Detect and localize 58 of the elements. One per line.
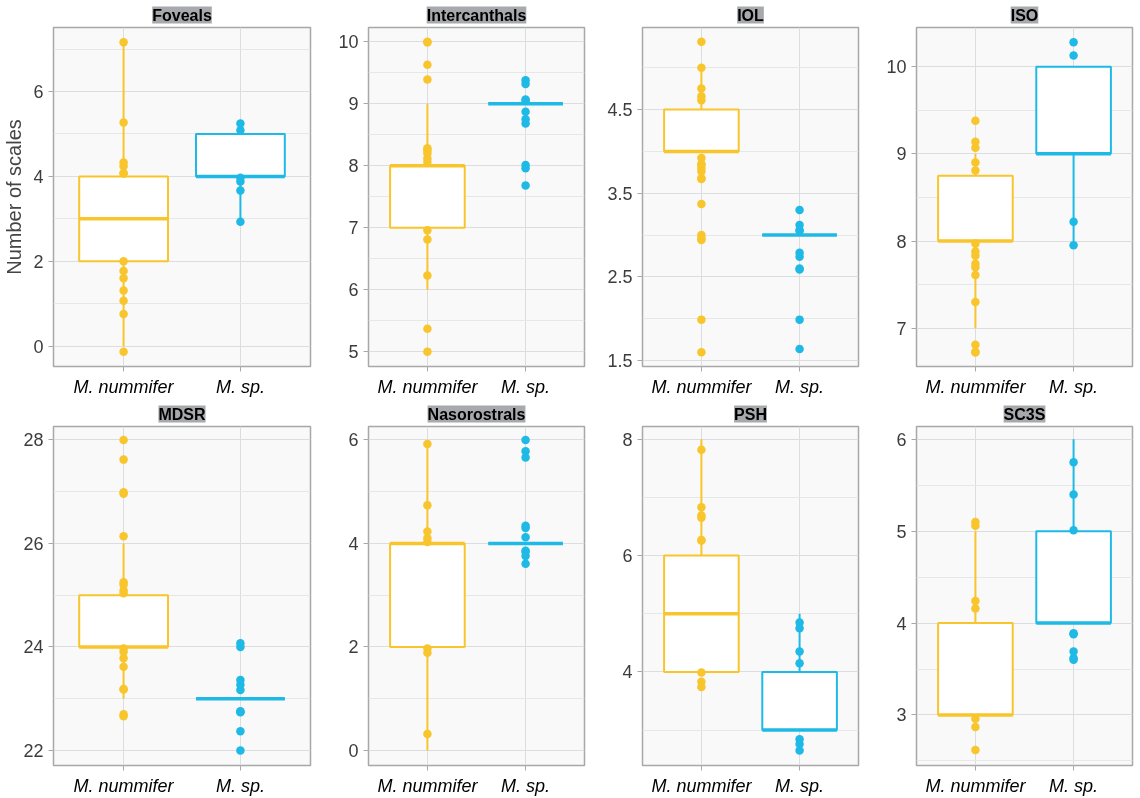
y-tick-label: 2 xyxy=(33,251,44,272)
y-tick-label: 4 xyxy=(33,166,44,187)
y-tick-label: 4.5 xyxy=(607,100,633,121)
y-tick-label: 6 xyxy=(896,429,907,450)
chart-title: Intercanthals xyxy=(426,6,527,24)
y-tick-label: 1.5 xyxy=(607,351,633,372)
chart-title: MDSR xyxy=(158,405,206,423)
chart-title: IOL xyxy=(737,6,765,24)
y-tick-label: 4 xyxy=(896,613,907,634)
y-tick-label: 9 xyxy=(896,144,907,165)
x-tick-label: M. nummifer xyxy=(73,376,175,397)
x-tick-label: M. nummifer xyxy=(651,775,753,796)
y-tick-label: 10 xyxy=(886,57,907,78)
x-tick-label: M. nummifer xyxy=(651,376,753,397)
y-tick-label: 6 xyxy=(348,280,359,301)
chart-title: Foveals xyxy=(152,6,212,24)
chart-title: ISO xyxy=(1010,6,1039,24)
x-tick-label: M. sp. xyxy=(501,376,551,397)
x-tick-label: M. sp. xyxy=(775,376,825,397)
x-tick-label: M. nummifer xyxy=(925,376,1027,397)
y-tick-label: 3 xyxy=(896,705,907,726)
y-tick-label: 4 xyxy=(622,662,633,683)
x-tick-label: M. sp. xyxy=(215,376,265,397)
x-tick-label: M. sp. xyxy=(1049,376,1099,397)
y-tick-label: 8 xyxy=(348,156,359,177)
y-tick-label: 3.5 xyxy=(607,183,633,204)
y-tick-label: 6 xyxy=(622,546,633,567)
y-tick-label: 0 xyxy=(33,336,44,357)
y-tick-label: 0 xyxy=(348,740,359,761)
y-tick-label: 10 xyxy=(338,32,359,53)
x-tick-label: M. sp. xyxy=(775,775,825,796)
x-tick-label: M. sp. xyxy=(1049,775,1099,796)
y-tick-label: 7 xyxy=(896,318,907,339)
y-tick-label: 8 xyxy=(896,231,907,252)
chart-title: SC3S xyxy=(1003,405,1046,423)
y-tick-label: 2.5 xyxy=(607,267,633,288)
x-tick-label: M. sp. xyxy=(215,775,265,796)
y-tick-label: 5 xyxy=(896,521,907,542)
y-tick-label: 2 xyxy=(348,637,359,658)
x-tick-label: M. nummifer xyxy=(925,775,1027,796)
y-tick-label: 26 xyxy=(23,533,44,554)
y-tick-label: 4 xyxy=(348,533,359,554)
y-tick-label: 9 xyxy=(348,94,359,115)
y-tick-label: 6 xyxy=(348,430,359,451)
y-tick-label: 5 xyxy=(348,342,359,363)
x-tick-label: M. nummifer xyxy=(73,775,175,796)
x-tick-label: M. sp. xyxy=(501,775,551,796)
y-tick-label: 22 xyxy=(23,740,44,761)
x-tick-label: M. nummifer xyxy=(377,775,479,796)
y-tick-label: 24 xyxy=(23,637,44,658)
y-tick-label: 6 xyxy=(33,82,44,103)
chart-title: PSH xyxy=(734,405,767,423)
chart-title: Nasorostrals xyxy=(427,405,526,423)
y-tick-label: 7 xyxy=(348,218,359,239)
y-tick-label: 28 xyxy=(23,430,44,451)
y-tick-label: 8 xyxy=(622,429,633,450)
y-axis-title: Number of scales xyxy=(3,119,26,275)
x-tick-label: M. nummifer xyxy=(377,376,479,397)
